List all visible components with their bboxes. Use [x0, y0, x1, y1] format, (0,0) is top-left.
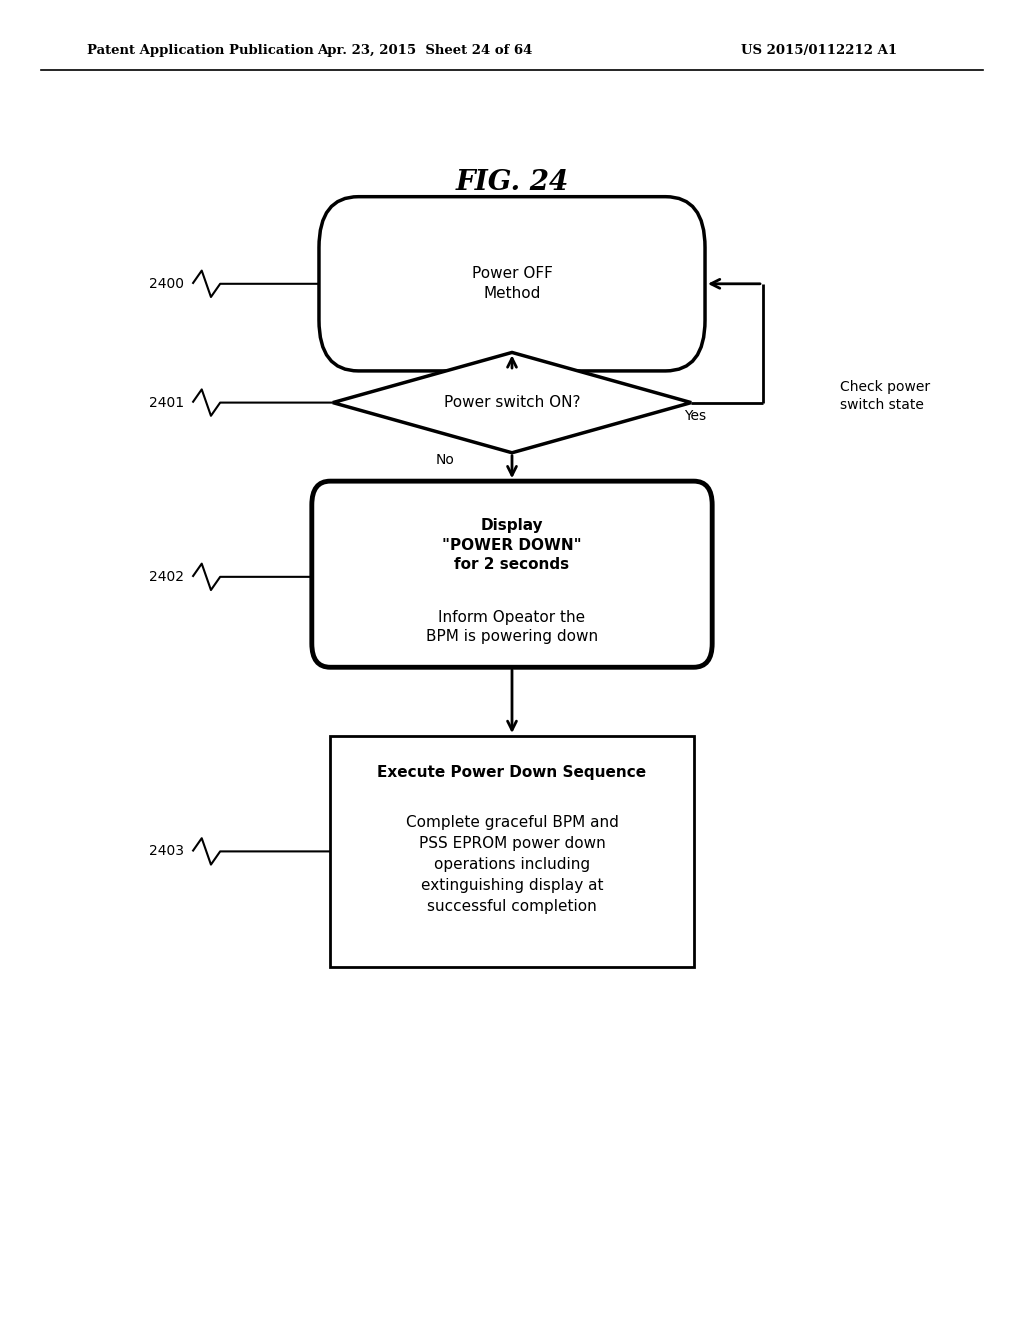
FancyBboxPatch shape — [311, 482, 713, 668]
Text: 2401: 2401 — [150, 396, 184, 409]
Text: Apr. 23, 2015  Sheet 24 of 64: Apr. 23, 2015 Sheet 24 of 64 — [317, 44, 532, 57]
Text: Power OFF
Method: Power OFF Method — [472, 267, 552, 301]
Text: Execute Power Down Sequence: Execute Power Down Sequence — [378, 764, 646, 780]
Text: Complete graceful BPM and
PSS EPROM power down
operations including
extinguishin: Complete graceful BPM and PSS EPROM powe… — [406, 814, 618, 913]
Text: Inform Opeator the
BPM is powering down: Inform Opeator the BPM is powering down — [426, 610, 598, 644]
Text: FIG. 24: FIG. 24 — [456, 169, 568, 195]
FancyBboxPatch shape — [319, 197, 705, 371]
Text: No: No — [436, 453, 455, 467]
Text: Check power
switch state: Check power switch state — [840, 380, 930, 412]
Text: Power switch ON?: Power switch ON? — [443, 395, 581, 411]
Text: Yes: Yes — [684, 409, 707, 422]
Text: 2400: 2400 — [150, 277, 184, 290]
Text: US 2015/0112212 A1: US 2015/0112212 A1 — [741, 44, 897, 57]
Polygon shape — [333, 352, 691, 453]
Text: Patent Application Publication: Patent Application Publication — [87, 44, 313, 57]
FancyBboxPatch shape — [330, 737, 694, 966]
Text: Display
"POWER DOWN"
for 2 seconds: Display "POWER DOWN" for 2 seconds — [442, 519, 582, 572]
Text: 2403: 2403 — [150, 845, 184, 858]
Text: 2402: 2402 — [150, 570, 184, 583]
